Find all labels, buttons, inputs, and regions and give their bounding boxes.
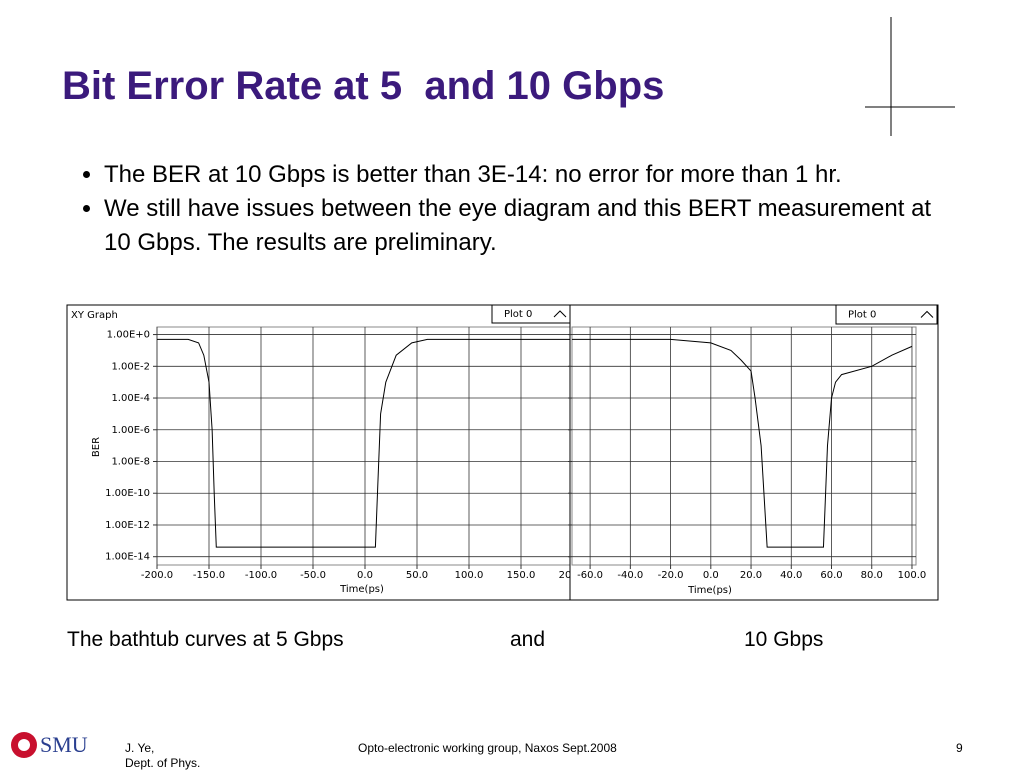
caption: 10 Gbps [744,628,824,651]
x-tick-label: -40.0 [617,570,643,581]
data-line [157,338,573,548]
x-tick-label: 50.0 [406,570,428,581]
y-tick-label: 1.00E+0 [107,330,150,341]
caption: The bathtub curves at 5 Gbps [67,628,344,651]
legend-label: Plot 0 [848,310,876,321]
y-tick-label: 1.00E-14 [105,552,150,563]
x-tick-label: 20.0 [740,570,762,581]
caption: and [510,628,546,651]
legend-label: Plot 0 [504,309,532,320]
x-tick-label: 60.0 [820,570,842,581]
x-tick-label: 100.0 [898,570,927,581]
logo-icon [11,732,37,758]
y-tick-label: 1.00E-8 [111,457,150,468]
page-number: 9 [956,741,963,755]
x-tick-label: 150.0 [507,570,536,581]
graph-title: XY Graph [71,310,118,321]
x-tick-label: -200.0 [141,570,173,581]
x-tick-label: -50.0 [300,570,326,581]
footer-event: Opto-electronic working group, Naxos Sep… [358,741,617,755]
x-tick-label: 100.0 [455,570,484,581]
x-tick-label: -20.0 [658,570,684,581]
x-tick-label: -150.0 [193,570,225,581]
y-tick-label: 1.00E-6 [111,425,150,436]
x-tick-label: -100.0 [245,570,277,581]
bullet: We still have issues between the eye dia… [104,192,954,260]
y-tick-label: 1.00E-12 [105,520,150,531]
bullet-list: The BER at 10 Gbps is better than 3E-14:… [72,158,954,260]
x-tick-label: 0.0 [703,570,719,581]
x-axis-label: Time(ps) [687,585,732,596]
bullet: The BER at 10 Gbps is better than 3E-14:… [104,158,954,192]
footer-dept: Dept. of Phys. [125,756,201,770]
x-tick-label: -60.0 [577,570,603,581]
y-tick-label: 1.00E-2 [111,361,150,372]
logo-text: SMU [40,732,88,757]
legend-swatch [920,310,934,318]
data-line [572,338,913,548]
chart-panel: XY Graph 1.00E+0 1.00E-2 1.00E-4 1.00E-6 1.00… [66,304,587,601]
legend-swatch [553,310,567,318]
x-axis-label: Time(ps) [339,584,384,595]
slide-title: Bit Error Rate at 5 and 10 Gbps [62,64,665,108]
y-tick-label: 1.00E-4 [111,393,150,404]
y-tick-label: 1.00E-10 [105,488,150,499]
footer-author: J. Ye, [125,741,155,755]
x-tick-label: 40.0 [780,570,802,581]
chart-panel: -60.0 -40.0 -20.0 0.0 20.0 40.0 60.0 80.0 100.0 T… [568,304,939,601]
x-tick-label: 80.0 [861,570,883,581]
x-tick-label: 0.0 [357,570,373,581]
legend-box [835,304,938,325]
y-axis-label: BER [91,437,102,457]
